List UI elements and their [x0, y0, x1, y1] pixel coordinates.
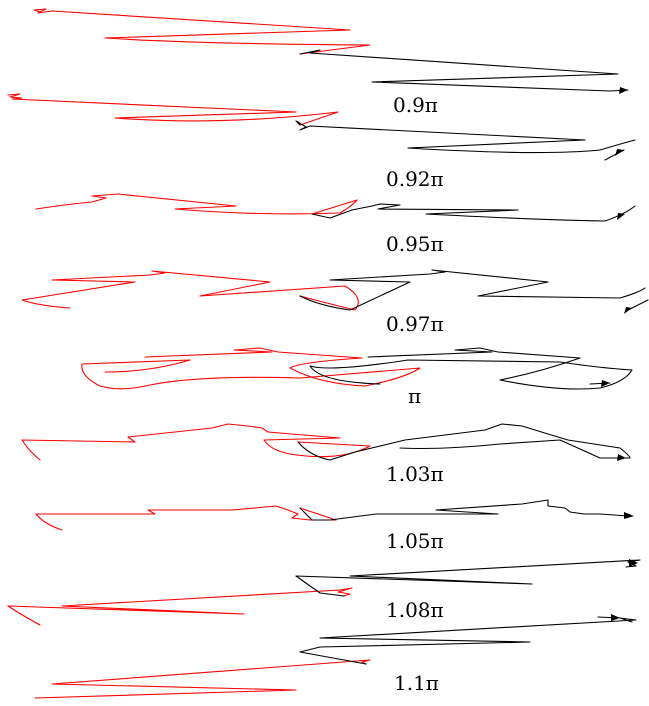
trajectory-row-pi: π [81, 347, 633, 408]
black-trajectory-0.97pi [299, 269, 646, 311]
black-trajectory-pi [309, 347, 633, 390]
black-trajectory-0.95pi [311, 203, 636, 222]
trajectory-row-0.97pi: 0.97π [21, 269, 649, 336]
red-trajectory-1.08pi [7, 587, 353, 626]
arrowhead-0.9pi [619, 87, 628, 94]
red-trajectory-1.1pi [34, 659, 371, 699]
row-label-0.92pi: 0.92π [386, 167, 444, 191]
row-label-0.95pi: 0.95π [386, 232, 444, 256]
black-trajectory-1.08pi [295, 559, 641, 597]
red-trajectory-pi [81, 347, 421, 390]
trajectory-row-1.1pi: 1.1π [34, 614, 637, 699]
red-trajectory-0.92pi [7, 93, 339, 126]
black-trajectory-1.05pi [299, 499, 629, 521]
row-label-1.08pi: 1.08π [386, 598, 444, 622]
black-trajectory-1.03pi [297, 423, 631, 461]
trajectory-row-1.03pi: 1.03π [21, 423, 631, 486]
row-label-1.05pi: 1.05π [386, 529, 444, 553]
row-label-0.97pi: 0.97π [386, 312, 444, 336]
trajectory-row-1.08pi: 1.08π [7, 559, 641, 626]
red-trajectory-1.05pi [35, 505, 337, 531]
red-trajectory-0.95pi [35, 193, 358, 215]
trajectory-row-0.9pi: 0.9π [33, 8, 629, 117]
black-trajectory-1.1pi [299, 617, 637, 665]
arrowhead-1.05pi [624, 512, 634, 519]
arrow-tail-0.92pi [604, 149, 625, 161]
trajectory-row-0.92pi: 0.92π [7, 93, 636, 191]
arrow-tail-0.97pi [625, 299, 649, 312]
arrow-tail-pi [589, 382, 611, 385]
row-label-0.9pi: 0.9π [393, 93, 438, 117]
red-trajectory-1.03pi [21, 423, 371, 461]
black-trajectory-0.92pi [295, 120, 636, 154]
trajectory-row-0.95pi: 0.95π [35, 193, 636, 256]
black-trajectory-0.9pi [299, 49, 629, 92]
row-label-1.1pi: 1.1π [394, 671, 439, 695]
red-trajectory-0.9pi [33, 8, 371, 55]
arrowhead-1.08pi [629, 559, 638, 567]
arrow-tail-1.1pi [597, 616, 621, 619]
red-trajectory-0.97pi [21, 270, 359, 311]
row-label-pi: π [408, 384, 421, 408]
trajectory-row-1.05pi: 1.05π [35, 499, 634, 553]
row-label-1.03pi: 1.03π [386, 462, 444, 486]
arrowhead-0.95pi [617, 213, 625, 220]
